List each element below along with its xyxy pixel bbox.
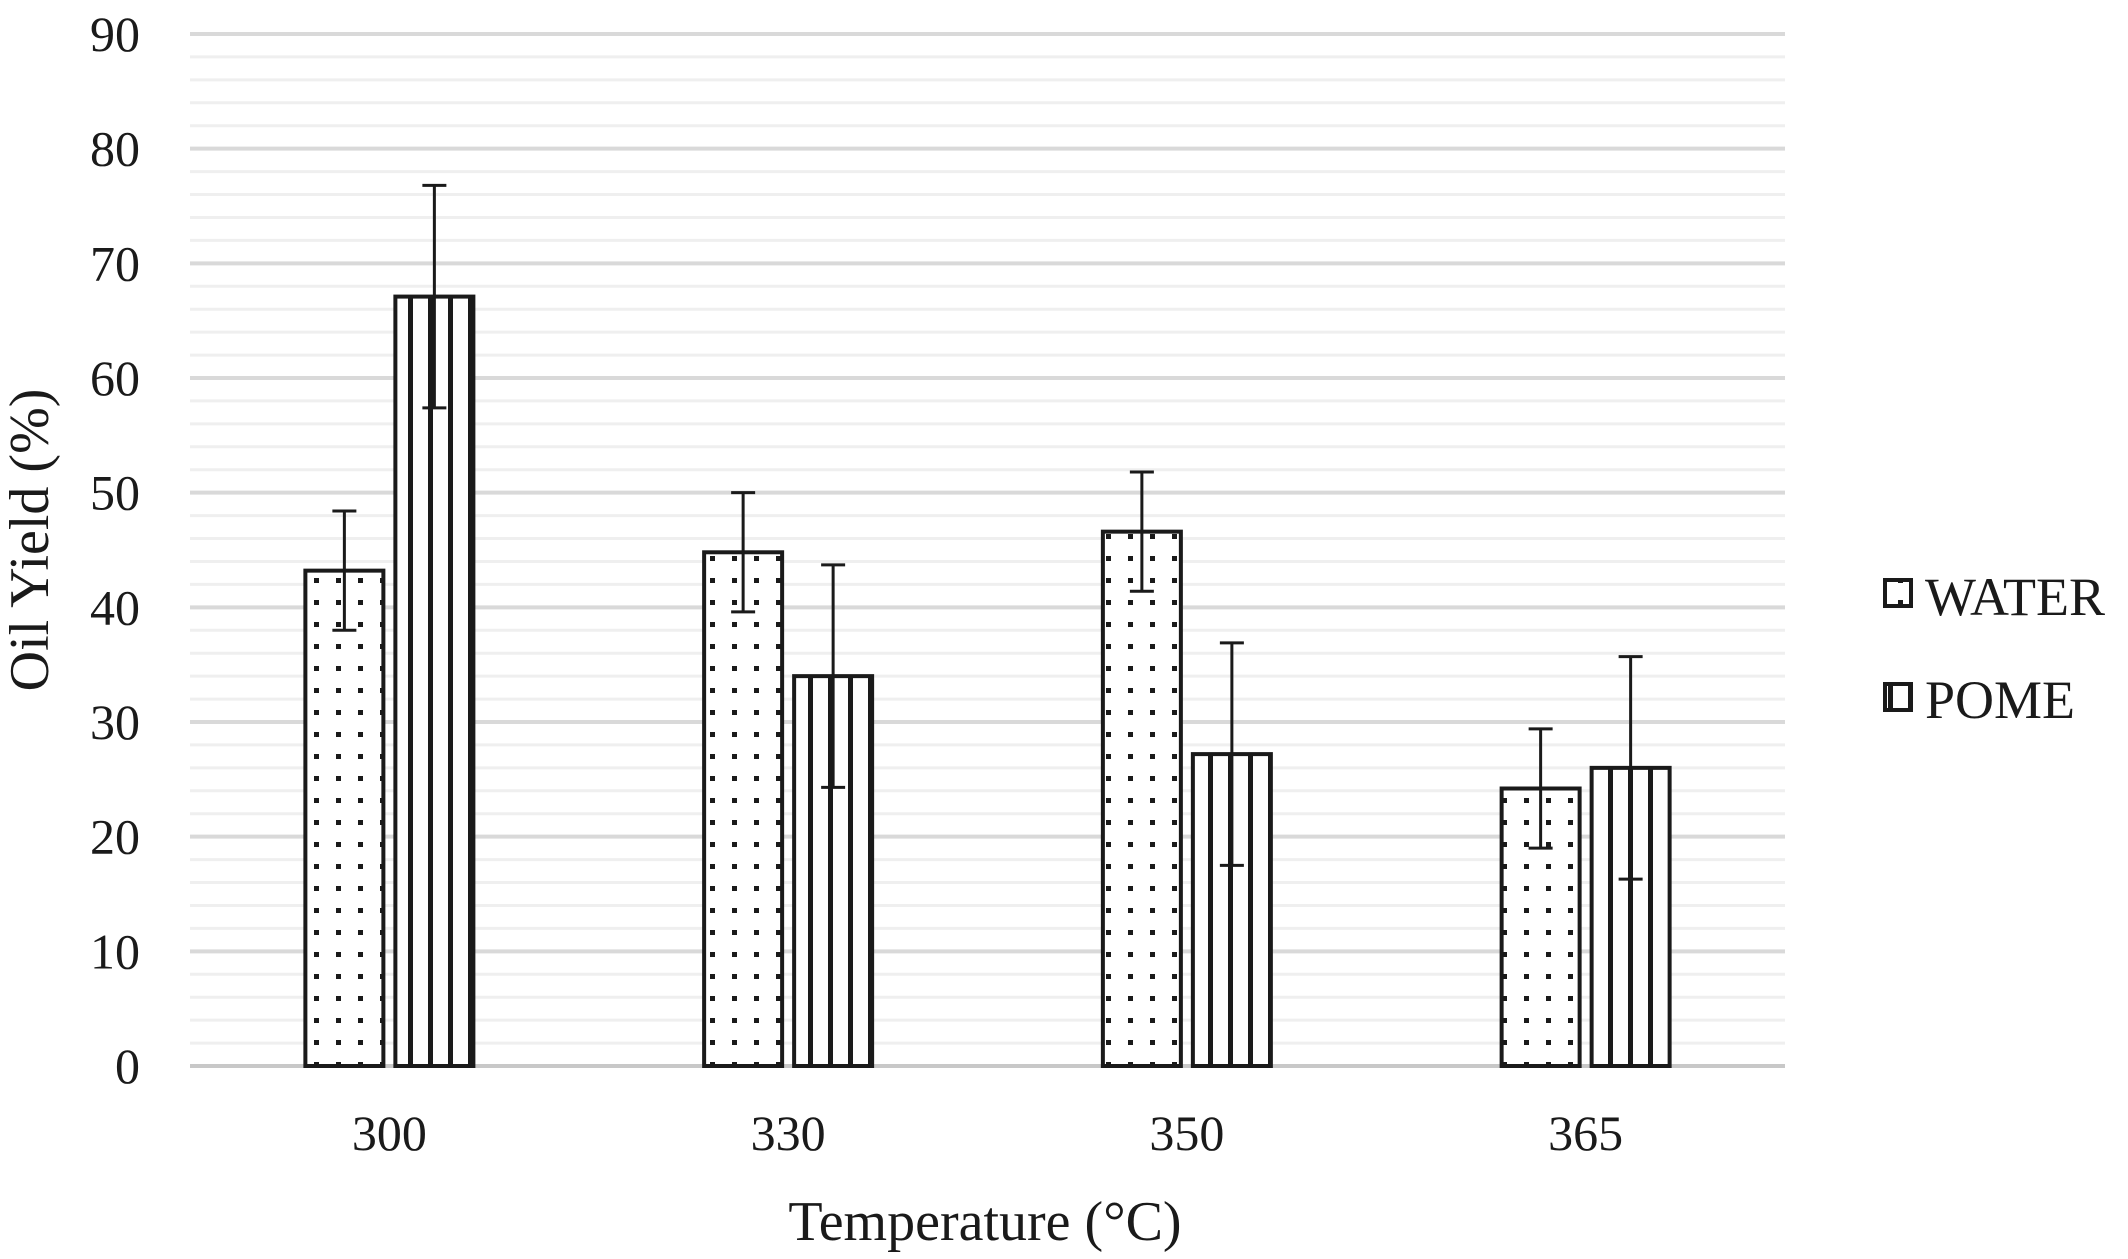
error-bar-pome-365: [1618, 655, 1643, 881]
y-axis-title: Oil Yield (%): [0, 389, 61, 692]
bar-water-300: [303, 568, 386, 1068]
legend-swatch-pome: [1883, 682, 1913, 712]
x-tick-labels: 300 330 350 365: [352, 1105, 1623, 1161]
x-tick-label: 350: [1149, 1105, 1224, 1161]
y-tick-label: 50: [90, 465, 140, 521]
x-axis-title: Temperature (°C): [788, 1191, 1181, 1253]
bars: [303, 183, 1672, 1069]
legend-swatch-water: [1883, 578, 1913, 608]
y-tick-label: 40: [90, 579, 140, 635]
error-bar-water-300: [332, 509, 357, 632]
y-tick-label: 70: [90, 235, 140, 291]
y-tick-label: 10: [90, 923, 140, 979]
y-tick-label: 80: [90, 121, 140, 177]
x-tick-label: 330: [751, 1105, 826, 1161]
error-bar-pome-330: [821, 563, 846, 789]
x-tick-label: 300: [352, 1105, 427, 1161]
error-bar-pome-350: [1219, 641, 1244, 867]
error-bar-water-365: [1528, 727, 1553, 850]
y-tick-label: 60: [90, 350, 140, 406]
error-bar-water-350: [1129, 470, 1154, 593]
y-tick-label: 30: [90, 694, 140, 750]
legend: WATER POME: [1883, 567, 2105, 730]
error-bar-water-330: [731, 491, 756, 614]
x-tick-label: 365: [1548, 1105, 1623, 1161]
legend-label-water: WATER: [1925, 567, 2105, 627]
legend-label-pome: POME: [1925, 670, 2075, 730]
bar-water-330: [702, 550, 785, 1068]
y-tick-label: 0: [115, 1038, 140, 1094]
y-tick-labels: 0 10 20 30 40 50 60 70 80 90: [90, 6, 140, 1094]
error-bar-pome-300: [422, 183, 447, 410]
y-tick-label: 20: [90, 809, 140, 865]
y-tick-label: 90: [90, 6, 140, 62]
bar-pome-300: [393, 294, 476, 1068]
bar-water-350: [1100, 529, 1183, 1068]
